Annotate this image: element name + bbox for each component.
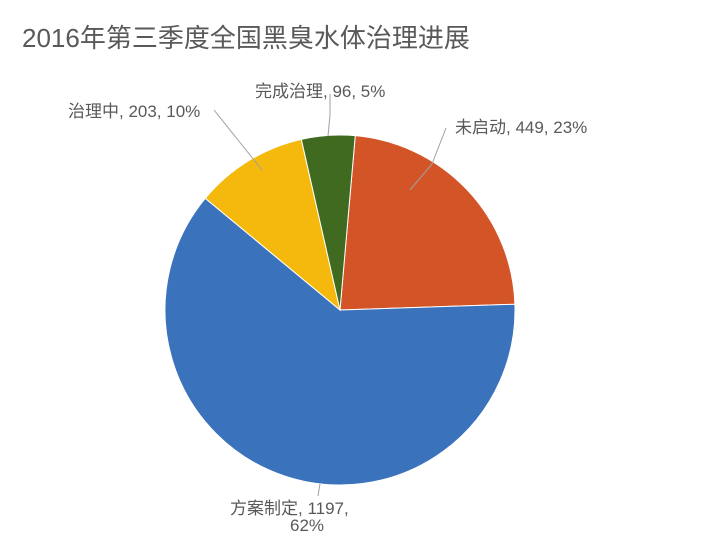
slice-label-0: 未启动, 449, 23% bbox=[455, 113, 587, 138]
slice-label-3: 治理中, 203, 10% bbox=[68, 97, 200, 122]
slice-label-4: 完成治理, 96, 5% bbox=[255, 77, 385, 102]
slice-label-2: 62% bbox=[290, 516, 324, 536]
pie-slice-0 bbox=[340, 136, 515, 310]
pie-chart-container: 2016年第三季度全国黑臭水体治理进展 未启动, 449, 23%方案制定, 1… bbox=[0, 0, 727, 541]
leader-line-2 bbox=[214, 110, 262, 170]
